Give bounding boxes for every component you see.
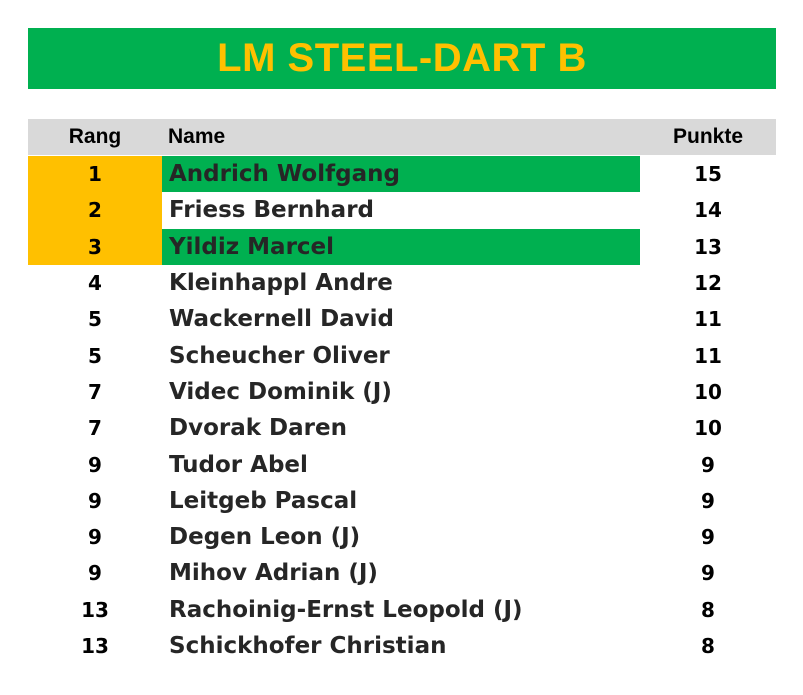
rank-cell: 9: [88, 488, 102, 513]
player-name-cell: Schickhofer Christian: [169, 633, 447, 659]
rank-cell: 13: [81, 597, 109, 622]
table-row: 9 Mihov Adrian (J) 9: [28, 555, 776, 591]
header-name: Name: [168, 125, 226, 148]
player-name-cell: Wackernell David: [169, 306, 395, 333]
header-punkte: Punkte: [672, 125, 743, 148]
points-cell: 12: [694, 271, 722, 296]
rank-cell: 7: [88, 416, 102, 441]
rank-cell: 3: [28, 228, 162, 265]
points-cell: 15: [694, 162, 722, 187]
points-cell: 13: [694, 234, 722, 259]
points-cell: 8: [701, 634, 715, 658]
rank-cell: 5: [88, 343, 102, 368]
title-banner: LM STEEL-DART B: [28, 28, 776, 89]
rank-cell: 9: [88, 452, 102, 477]
table-row: 2 Friess Bernhard 14: [28, 192, 776, 229]
player-name-cell: Friess Bernhard: [169, 197, 375, 224]
points-cell: 10: [694, 416, 722, 441]
points-cell: 11: [694, 343, 722, 368]
player-name-cell: Leitgeb Pascal: [169, 487, 358, 514]
points-cell: 9: [701, 452, 715, 477]
rank-cell: 9: [88, 561, 102, 586]
player-name-cell: Rachoinig-Ernst Leopold (J): [169, 596, 523, 623]
rank-cell: 13: [81, 634, 109, 658]
table-header: Rang Name Punkte: [28, 119, 776, 155]
points-cell: 8: [701, 597, 715, 622]
points-cell: 9: [701, 561, 715, 586]
table-row: 7 Dvorak Daren 10: [28, 410, 776, 446]
header-rang: Rang: [68, 125, 122, 148]
player-name-cell: Andrich Wolfgang: [162, 156, 640, 193]
rank-cell: 7: [88, 379, 102, 404]
rank-cell: 1: [28, 156, 162, 193]
player-name-cell: Videc Dominik (J): [169, 378, 392, 405]
table-row: 9 Tudor Abel 9: [28, 446, 776, 482]
points-cell: 9: [701, 488, 715, 513]
table-row: 1 Andrich Wolfgang 15: [28, 156, 776, 193]
rank-cell: 2: [28, 192, 162, 229]
table-row: 7 Videc Dominik (J) 10: [28, 374, 776, 410]
table-row: 13 Rachoinig-Ernst Leopold (J) 8: [28, 592, 776, 628]
rank-cell: 9: [88, 525, 102, 550]
rank-cell: 5: [88, 307, 102, 332]
player-name-cell: Yildiz Marcel: [162, 228, 640, 265]
rank-cell: 4: [88, 271, 102, 296]
table-row: 3 Yildiz Marcel 13: [28, 228, 776, 265]
points-cell: 14: [694, 198, 722, 223]
player-name-cell: Tudor Abel: [169, 451, 308, 478]
player-name-cell: Mihov Adrian (J): [169, 560, 378, 587]
page-title: LM STEEL-DART B: [217, 36, 587, 80]
table-row: 5 Wackernell David 11: [28, 301, 776, 337]
points-cell: 9: [701, 525, 715, 550]
table-row: 5 Scheucher Oliver 11: [28, 337, 776, 373]
player-name-cell: Kleinhappl Andre: [169, 270, 393, 297]
player-name-cell: Degen Leon (J): [169, 524, 361, 551]
table-row: 9 Degen Leon (J) 9: [28, 519, 776, 555]
table-row: 4 Kleinhappl Andre 12: [28, 265, 776, 301]
ranking-table-body: 1 Andrich Wolfgang 15 2 Friess Bernhard 14 3 Yi…: [28, 156, 776, 664]
points-cell: 11: [694, 307, 722, 332]
player-name-cell: Scheucher Oliver: [169, 342, 390, 369]
table-row: 9 Leitgeb Pascal 9: [28, 483, 776, 519]
table-row: 13 Schickhofer Christian 8: [28, 628, 776, 664]
player-name-cell: Dvorak Daren: [169, 415, 347, 442]
points-cell: 10: [694, 379, 722, 404]
